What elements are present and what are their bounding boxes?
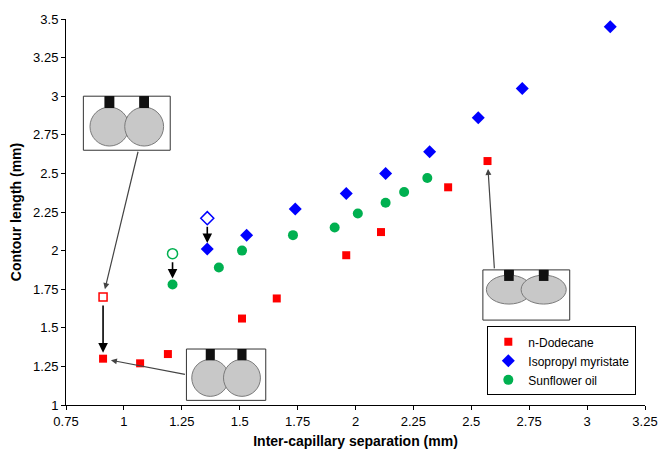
svg-text:3: 3 [51, 89, 58, 104]
svg-text:1.5: 1.5 [231, 414, 249, 429]
svg-text:2.75: 2.75 [33, 127, 58, 142]
svg-text:Inter-capillary separation (mm: Inter-capillary separation (mm) [253, 433, 458, 449]
svg-text:Sunflower oil: Sunflower oil [528, 374, 597, 388]
svg-text:n-Dodecane: n-Dodecane [528, 336, 594, 350]
svg-text:Isopropyl myristate: Isopropyl myristate [528, 355, 629, 369]
svg-text:0.75: 0.75 [53, 414, 78, 429]
svg-text:Contour length (mm): Contour length (mm) [8, 143, 24, 281]
svg-text:1: 1 [120, 414, 127, 429]
svg-text:3.25: 3.25 [632, 414, 657, 429]
svg-text:1.75: 1.75 [33, 282, 58, 297]
svg-text:2: 2 [51, 243, 58, 258]
svg-text:2.25: 2.25 [401, 414, 426, 429]
svg-text:1.5: 1.5 [40, 320, 58, 335]
svg-text:2.5: 2.5 [40, 166, 58, 181]
svg-text:1: 1 [51, 398, 58, 413]
svg-text:1.25: 1.25 [169, 414, 194, 429]
svg-text:3.25: 3.25 [33, 50, 58, 65]
svg-text:1.25: 1.25 [33, 359, 58, 374]
svg-text:2.5: 2.5 [462, 414, 480, 429]
svg-text:3: 3 [583, 414, 590, 429]
svg-text:1.75: 1.75 [285, 414, 310, 429]
svg-text:2.75: 2.75 [517, 414, 542, 429]
svg-text:2: 2 [352, 414, 359, 429]
svg-text:3.5: 3.5 [40, 12, 58, 27]
svg-text:2.25: 2.25 [33, 205, 58, 220]
